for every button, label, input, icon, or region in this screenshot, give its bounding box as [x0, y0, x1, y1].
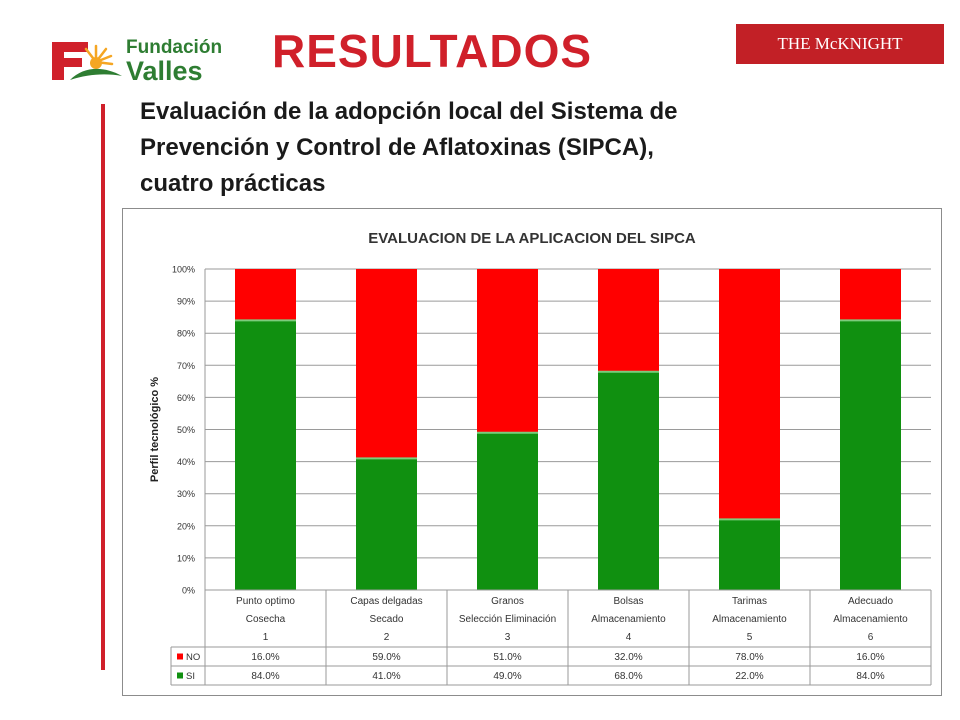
y-tick-label: 0%	[182, 586, 195, 596]
stacked-bar-chart: EVALUACION DE LA APLICACION DEL SIPCA 0% 1…	[149, 230, 932, 686]
bar-si	[477, 432, 538, 590]
y-tick-label: 70%	[177, 361, 195, 371]
x-category-label: Almacenamiento	[833, 614, 908, 625]
subtitle-line: Evaluación de la adopción local del Sist…	[140, 98, 678, 125]
subtitle-line: cuatro prácticas	[140, 170, 326, 197]
data-label-no: 59.0%	[372, 652, 400, 663]
y-tick-label: 90%	[177, 297, 195, 307]
data-label-no: 16.0%	[856, 652, 884, 663]
legend-swatch-si	[177, 672, 183, 679]
legend-label: SI	[186, 671, 195, 682]
bar-no	[719, 269, 780, 520]
y-tick-label: 50%	[177, 425, 195, 435]
bar-si	[840, 320, 901, 590]
fundacion-valles-logo	[48, 36, 248, 86]
y-tick-label: 80%	[177, 329, 195, 339]
y-tick-label: 20%	[177, 521, 195, 531]
bar-si	[356, 458, 417, 590]
x-category-label: Adecuado	[848, 596, 893, 607]
legend-label: NO	[186, 652, 200, 663]
chart-frame: EVALUACION DE LA APLICACION DEL SIPCA 0% 1…	[122, 208, 942, 696]
bar-no	[235, 269, 296, 321]
data-label-si: 68.0%	[614, 671, 642, 682]
data-label-si: 84.0%	[251, 671, 279, 682]
x-category-label: 5	[747, 632, 753, 643]
accent-divider	[101, 104, 105, 670]
page-subtitle: Evaluación de la adopción local del Sist…	[140, 94, 902, 202]
page-title: RESULTADOS	[272, 25, 593, 77]
data-label-no: 16.0%	[251, 652, 279, 663]
data-label-no: 51.0%	[493, 652, 521, 663]
x-category-label: 4	[626, 632, 632, 643]
bar-no	[598, 269, 659, 372]
x-category-label: Capas delgadas	[350, 596, 422, 607]
y-tick-label: 30%	[177, 489, 195, 499]
y-tick-label: 10%	[177, 553, 195, 563]
mcknight-foundation-logo: THE McKNIGHT FOUNDATION	[736, 24, 944, 93]
bar-no	[840, 269, 901, 321]
fundacion-valles-emblem-icon	[52, 42, 122, 80]
data-label-no: 32.0%	[614, 652, 642, 663]
logo-line-1: Fundación	[126, 37, 223, 58]
data-label-si: 84.0%	[856, 671, 884, 682]
x-category-label: Selección Eliminación	[459, 614, 556, 625]
x-category-label: Cosecha	[246, 614, 286, 625]
x-category-label: Almacenamiento	[591, 614, 666, 625]
x-category-label: Granos	[491, 596, 524, 607]
y-axis-label: Perfil tecnológico %	[149, 377, 161, 482]
bar-si	[719, 519, 780, 590]
x-category-label: Bolsas	[613, 596, 643, 607]
data-label-si: 22.0%	[735, 671, 763, 682]
y-tick-label: 60%	[177, 393, 195, 403]
x-category-label: 2	[384, 632, 390, 643]
bar-no	[477, 269, 538, 433]
bar-si	[598, 371, 659, 590]
x-category-label: 1	[263, 632, 269, 643]
chart-title: EVALUACION DE LA APLICACION DEL SIPCA	[368, 230, 696, 247]
bar-no	[356, 269, 417, 459]
x-category-label: Tarimas	[732, 596, 767, 607]
bar-si	[235, 320, 296, 590]
logo-line-2: Valles	[126, 56, 203, 86]
data-label-no: 78.0%	[735, 652, 763, 663]
subtitle-line: Prevención y Control de Aflatoxinas (SIP…	[140, 134, 654, 161]
x-category-label: Almacenamiento	[712, 614, 787, 625]
legend-swatch-no	[177, 653, 183, 660]
y-tick-label: 100%	[172, 265, 195, 275]
x-category-label: Punto optimo	[236, 596, 295, 607]
x-category-label: 3	[505, 632, 511, 643]
fundacion-valles-wordmark: Fundación Valles	[126, 38, 222, 85]
x-category-label: 6	[868, 632, 874, 643]
y-tick-label: 40%	[177, 457, 195, 467]
data-label-si: 41.0%	[372, 671, 400, 682]
data-label-si: 49.0%	[493, 671, 521, 682]
x-category-label: Secado	[370, 614, 404, 625]
